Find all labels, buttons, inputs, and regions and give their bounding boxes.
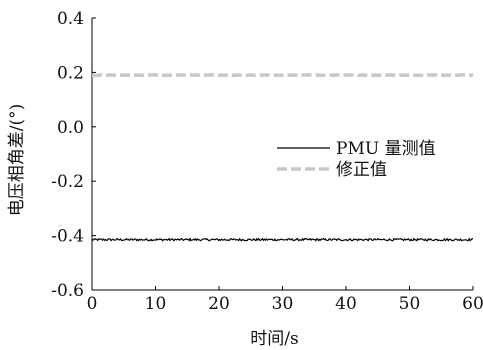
series-line-pmu-measured: [91, 237, 474, 242]
axes: 0 10 20 30 40 50 60 -0.6 -0.4 -0.2 0.0 0.2 0.4: [51, 9, 483, 314]
x-tick-label: 30: [272, 294, 294, 314]
y-tick-label: -0.6: [51, 281, 84, 301]
x-tick-label: 40: [335, 294, 357, 314]
x-tick-label: 10: [145, 294, 167, 314]
series-line-corrected: [91, 73, 474, 78]
x-axis-label: 时间/s: [250, 329, 298, 349]
x-tick-label: 20: [208, 294, 230, 314]
legend-label: PMU 量测值: [336, 139, 436, 159]
y-tick-label: -0.4: [51, 227, 84, 247]
legend-label: 修正值: [336, 160, 387, 180]
x-tick-label: 50: [399, 294, 421, 314]
y-tick-label: 0.4: [57, 9, 84, 29]
x-tick-label: 0: [87, 294, 98, 314]
x-tick-label: 60: [462, 294, 483, 314]
y-tick-label: -0.2: [51, 172, 84, 192]
series-layer: [91, 73, 474, 242]
y-tick-label: 0.0: [57, 118, 84, 138]
y-axis-label: 电压相角差/(°): [7, 104, 27, 217]
y-tick-label: 0.2: [57, 63, 84, 83]
